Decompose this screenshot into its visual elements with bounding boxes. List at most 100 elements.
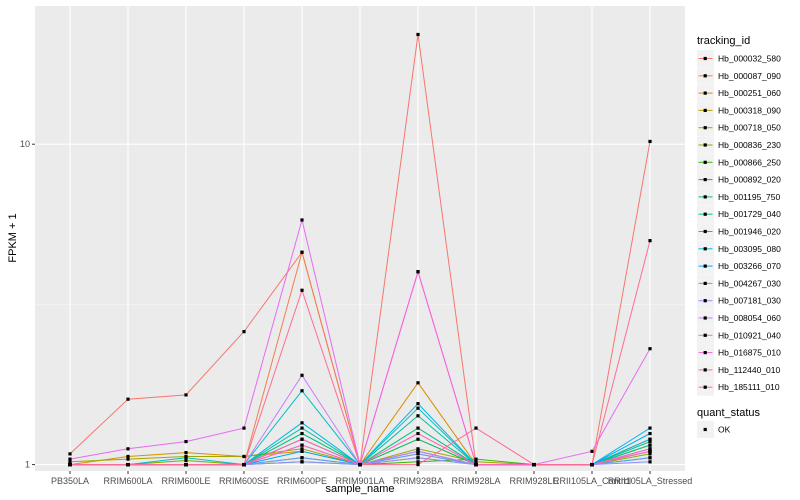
y-tick-label: 10 bbox=[20, 139, 30, 149]
legend-key-point bbox=[703, 316, 707, 320]
legend-label: Hb_000892_020 bbox=[718, 175, 781, 185]
data-point bbox=[648, 439, 652, 444]
data-point bbox=[416, 452, 420, 456]
legend-key-point bbox=[703, 108, 707, 112]
data-point bbox=[242, 426, 246, 430]
data-point bbox=[648, 426, 652, 430]
data-point bbox=[416, 431, 420, 436]
data-point bbox=[68, 460, 72, 464]
data-point bbox=[648, 139, 652, 144]
shape-legend-label: OK bbox=[718, 425, 731, 435]
y-axis-title: FPKM + 1 bbox=[7, 213, 19, 262]
data-point bbox=[416, 449, 420, 453]
legend-items: Hb_000032_580 Hb_000087_090 Hb_000251_060 H… bbox=[697, 50, 781, 396]
data-point bbox=[358, 462, 362, 467]
data-point bbox=[300, 421, 304, 425]
data-point bbox=[126, 397, 130, 401]
grid-lines bbox=[35, 6, 685, 471]
y-tick-label: 1 bbox=[25, 460, 30, 470]
data-point bbox=[416, 462, 420, 467]
data-point bbox=[68, 457, 72, 461]
data-point bbox=[68, 452, 72, 456]
legend-key-point bbox=[703, 368, 707, 372]
legend-label: Hb_016875_010 bbox=[718, 348, 781, 358]
x-tick-label: PB350LA bbox=[51, 476, 89, 486]
legend-label: Hb_000866_250 bbox=[718, 157, 781, 167]
legend-key-point bbox=[703, 351, 707, 355]
legend-key-point bbox=[703, 264, 707, 268]
data-point bbox=[242, 462, 246, 467]
x-tick-label: RRIM600PE bbox=[277, 476, 327, 486]
legend: tracking_id Hb_000032_580Hb_000087_090Hb… bbox=[697, 35, 781, 438]
data-point bbox=[68, 462, 72, 467]
x-tick-label: RRII105LA_Control bbox=[553, 476, 631, 486]
legend-label: Hb_000318_090 bbox=[718, 105, 781, 115]
x-tick-label: RRIM901LA bbox=[335, 476, 384, 486]
data-point bbox=[474, 426, 478, 430]
data-point bbox=[184, 462, 188, 467]
x-axis-title: sample_name bbox=[325, 483, 394, 495]
legend-label: Hb_007181_030 bbox=[718, 296, 781, 306]
data-points bbox=[68, 32, 652, 467]
data-point bbox=[300, 426, 304, 430]
legend-label: Hb_003095_080 bbox=[718, 244, 781, 254]
data-point bbox=[648, 347, 652, 351]
data-point bbox=[532, 462, 536, 467]
data-point bbox=[126, 462, 130, 467]
legend-key-point bbox=[703, 56, 707, 61]
data-point bbox=[474, 462, 478, 467]
data-point bbox=[416, 447, 420, 451]
x-tick-label: RRII105LA_Stressed bbox=[608, 476, 693, 486]
data-point bbox=[590, 449, 594, 453]
data-point bbox=[648, 449, 652, 453]
x-tick-label: RRIM928LE bbox=[509, 476, 558, 486]
data-point bbox=[416, 414, 420, 418]
legend-label: Hb_010921_040 bbox=[718, 330, 781, 340]
data-point bbox=[300, 443, 304, 447]
legend-label: Hb_000718_050 bbox=[718, 123, 781, 133]
data-point bbox=[300, 389, 304, 393]
legend-label: Hb_001195_750 bbox=[718, 192, 781, 202]
data-point bbox=[300, 218, 304, 222]
legend-key-point bbox=[703, 281, 707, 285]
legend-label: Hb_001729_040 bbox=[718, 209, 781, 219]
legend-key-point bbox=[703, 299, 707, 303]
data-point bbox=[648, 431, 652, 436]
legend-key-point bbox=[703, 126, 707, 130]
x-tick-label: RRIM600SE bbox=[219, 476, 269, 486]
data-point bbox=[416, 406, 420, 410]
data-point bbox=[184, 458, 188, 463]
legend-label: Hb_000251_060 bbox=[718, 88, 781, 98]
data-point bbox=[184, 456, 188, 460]
data-point bbox=[300, 447, 304, 451]
legend-title: tracking_id bbox=[697, 35, 750, 47]
legend-key-point bbox=[703, 178, 707, 182]
shape-legend-key-point bbox=[703, 427, 707, 432]
data-point bbox=[648, 447, 652, 451]
axes: 1 10 PB350LA RRIM600LA RRIM600LE RRIM600SE RRI… bbox=[20, 139, 692, 486]
legend-label: Hb_001946_020 bbox=[718, 227, 781, 237]
data-point bbox=[300, 250, 304, 254]
data-point bbox=[300, 373, 304, 377]
legend-label: Hb_000836_230 bbox=[718, 140, 781, 150]
legend-key-point bbox=[703, 385, 707, 389]
data-point bbox=[474, 460, 478, 464]
data-point bbox=[300, 437, 304, 441]
data-point bbox=[648, 239, 652, 243]
data-point bbox=[416, 460, 420, 464]
legend-label: Hb_000087_090 bbox=[718, 71, 781, 81]
legend-key-point bbox=[703, 91, 707, 95]
legend-key-point bbox=[703, 143, 707, 147]
data-point bbox=[184, 439, 188, 444]
x-tick-label: RRIM928BA bbox=[393, 476, 443, 486]
legend-key-point bbox=[703, 74, 707, 78]
data-point bbox=[126, 457, 130, 461]
x-tick-label: RRIM600LA bbox=[103, 476, 152, 486]
data-point bbox=[416, 402, 420, 406]
data-point bbox=[242, 330, 246, 334]
data-point bbox=[300, 288, 304, 292]
data-point bbox=[126, 447, 130, 451]
data-point bbox=[184, 393, 188, 397]
data-point bbox=[590, 462, 594, 467]
